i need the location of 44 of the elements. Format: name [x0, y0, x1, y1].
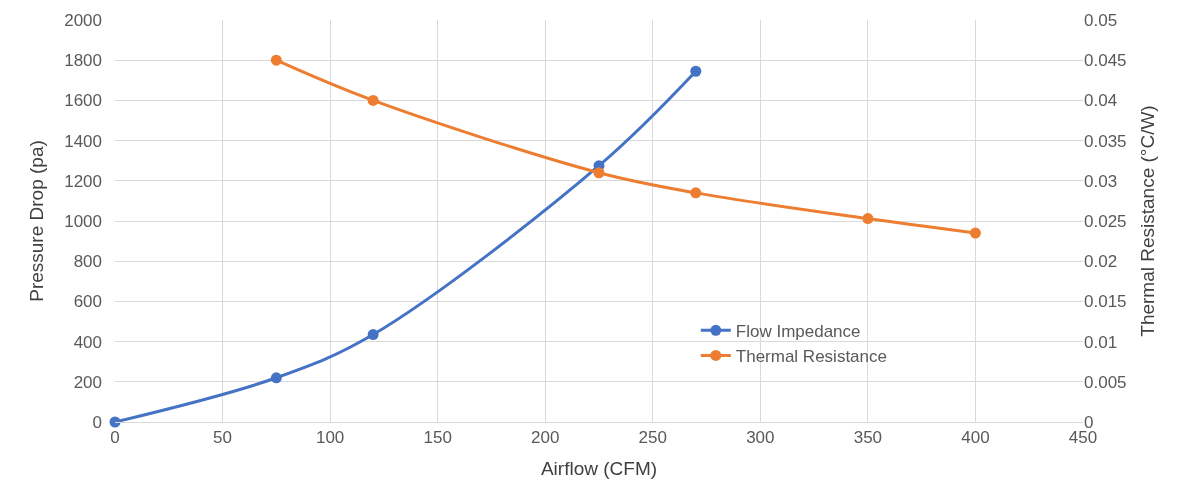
- y2-tick-label: 0.02: [1084, 252, 1118, 272]
- y2-tick-label: 0.005: [1084, 372, 1127, 392]
- x-tick-label: 350: [853, 428, 883, 448]
- point: [862, 213, 874, 225]
- y2-tick-label: 0.035: [1084, 131, 1127, 151]
- x-tick-label: 250: [638, 428, 667, 448]
- y2-tick-label: 0.025: [1084, 211, 1127, 231]
- y2-tick-label: 0.045: [1084, 51, 1127, 71]
- x-axis-title: Airflow (CFM): [540, 458, 658, 480]
- y2-tick-label: 0.03: [1084, 171, 1118, 191]
- x-tick-label: 150: [423, 428, 452, 448]
- y2-tick-label: 0.04: [1084, 91, 1118, 111]
- y-tick-label: 1400: [64, 131, 102, 151]
- x-tick-label: 50: [213, 428, 233, 448]
- y-tick-label: 800: [73, 252, 102, 272]
- point: [969, 227, 981, 239]
- point: [690, 65, 702, 77]
- y-tick-label: 1800: [64, 51, 102, 71]
- y-tick-label: 200: [73, 372, 102, 392]
- point: [270, 372, 282, 384]
- point: [367, 94, 379, 106]
- point: [690, 187, 702, 199]
- x-tick-label: 100: [315, 428, 345, 448]
- y-tick-label: 1200: [64, 171, 102, 191]
- y2-axis-title: Thermal Resistance (°C/W): [1137, 105, 1159, 337]
- y2-tick-label: 0.015: [1084, 292, 1127, 312]
- x-tick-label: 200: [531, 428, 560, 448]
- legend-label: Flow Impedance: [735, 321, 861, 341]
- y-tick-label: 0: [92, 412, 102, 432]
- point: [367, 329, 379, 341]
- x-tick-label: 300: [746, 428, 775, 448]
- legend-label: Thermal Resistance: [735, 347, 887, 367]
- y-tick-label: 1000: [64, 211, 102, 231]
- y-tick-label: 600: [73, 292, 102, 312]
- x-tick-label: 0: [110, 428, 120, 448]
- point: [270, 54, 282, 66]
- x-tick-label: 400: [961, 428, 990, 448]
- y-tick-label: 2000: [64, 10, 102, 30]
- y2-tick-label: 0.05: [1084, 10, 1118, 30]
- y-axis-title: Pressure Drop (pa): [26, 140, 48, 302]
- y2-tick-label: 0.01: [1084, 332, 1118, 352]
- point: [593, 167, 605, 179]
- y-tick-label: 400: [73, 332, 102, 352]
- y-tick-label: 1600: [64, 91, 102, 111]
